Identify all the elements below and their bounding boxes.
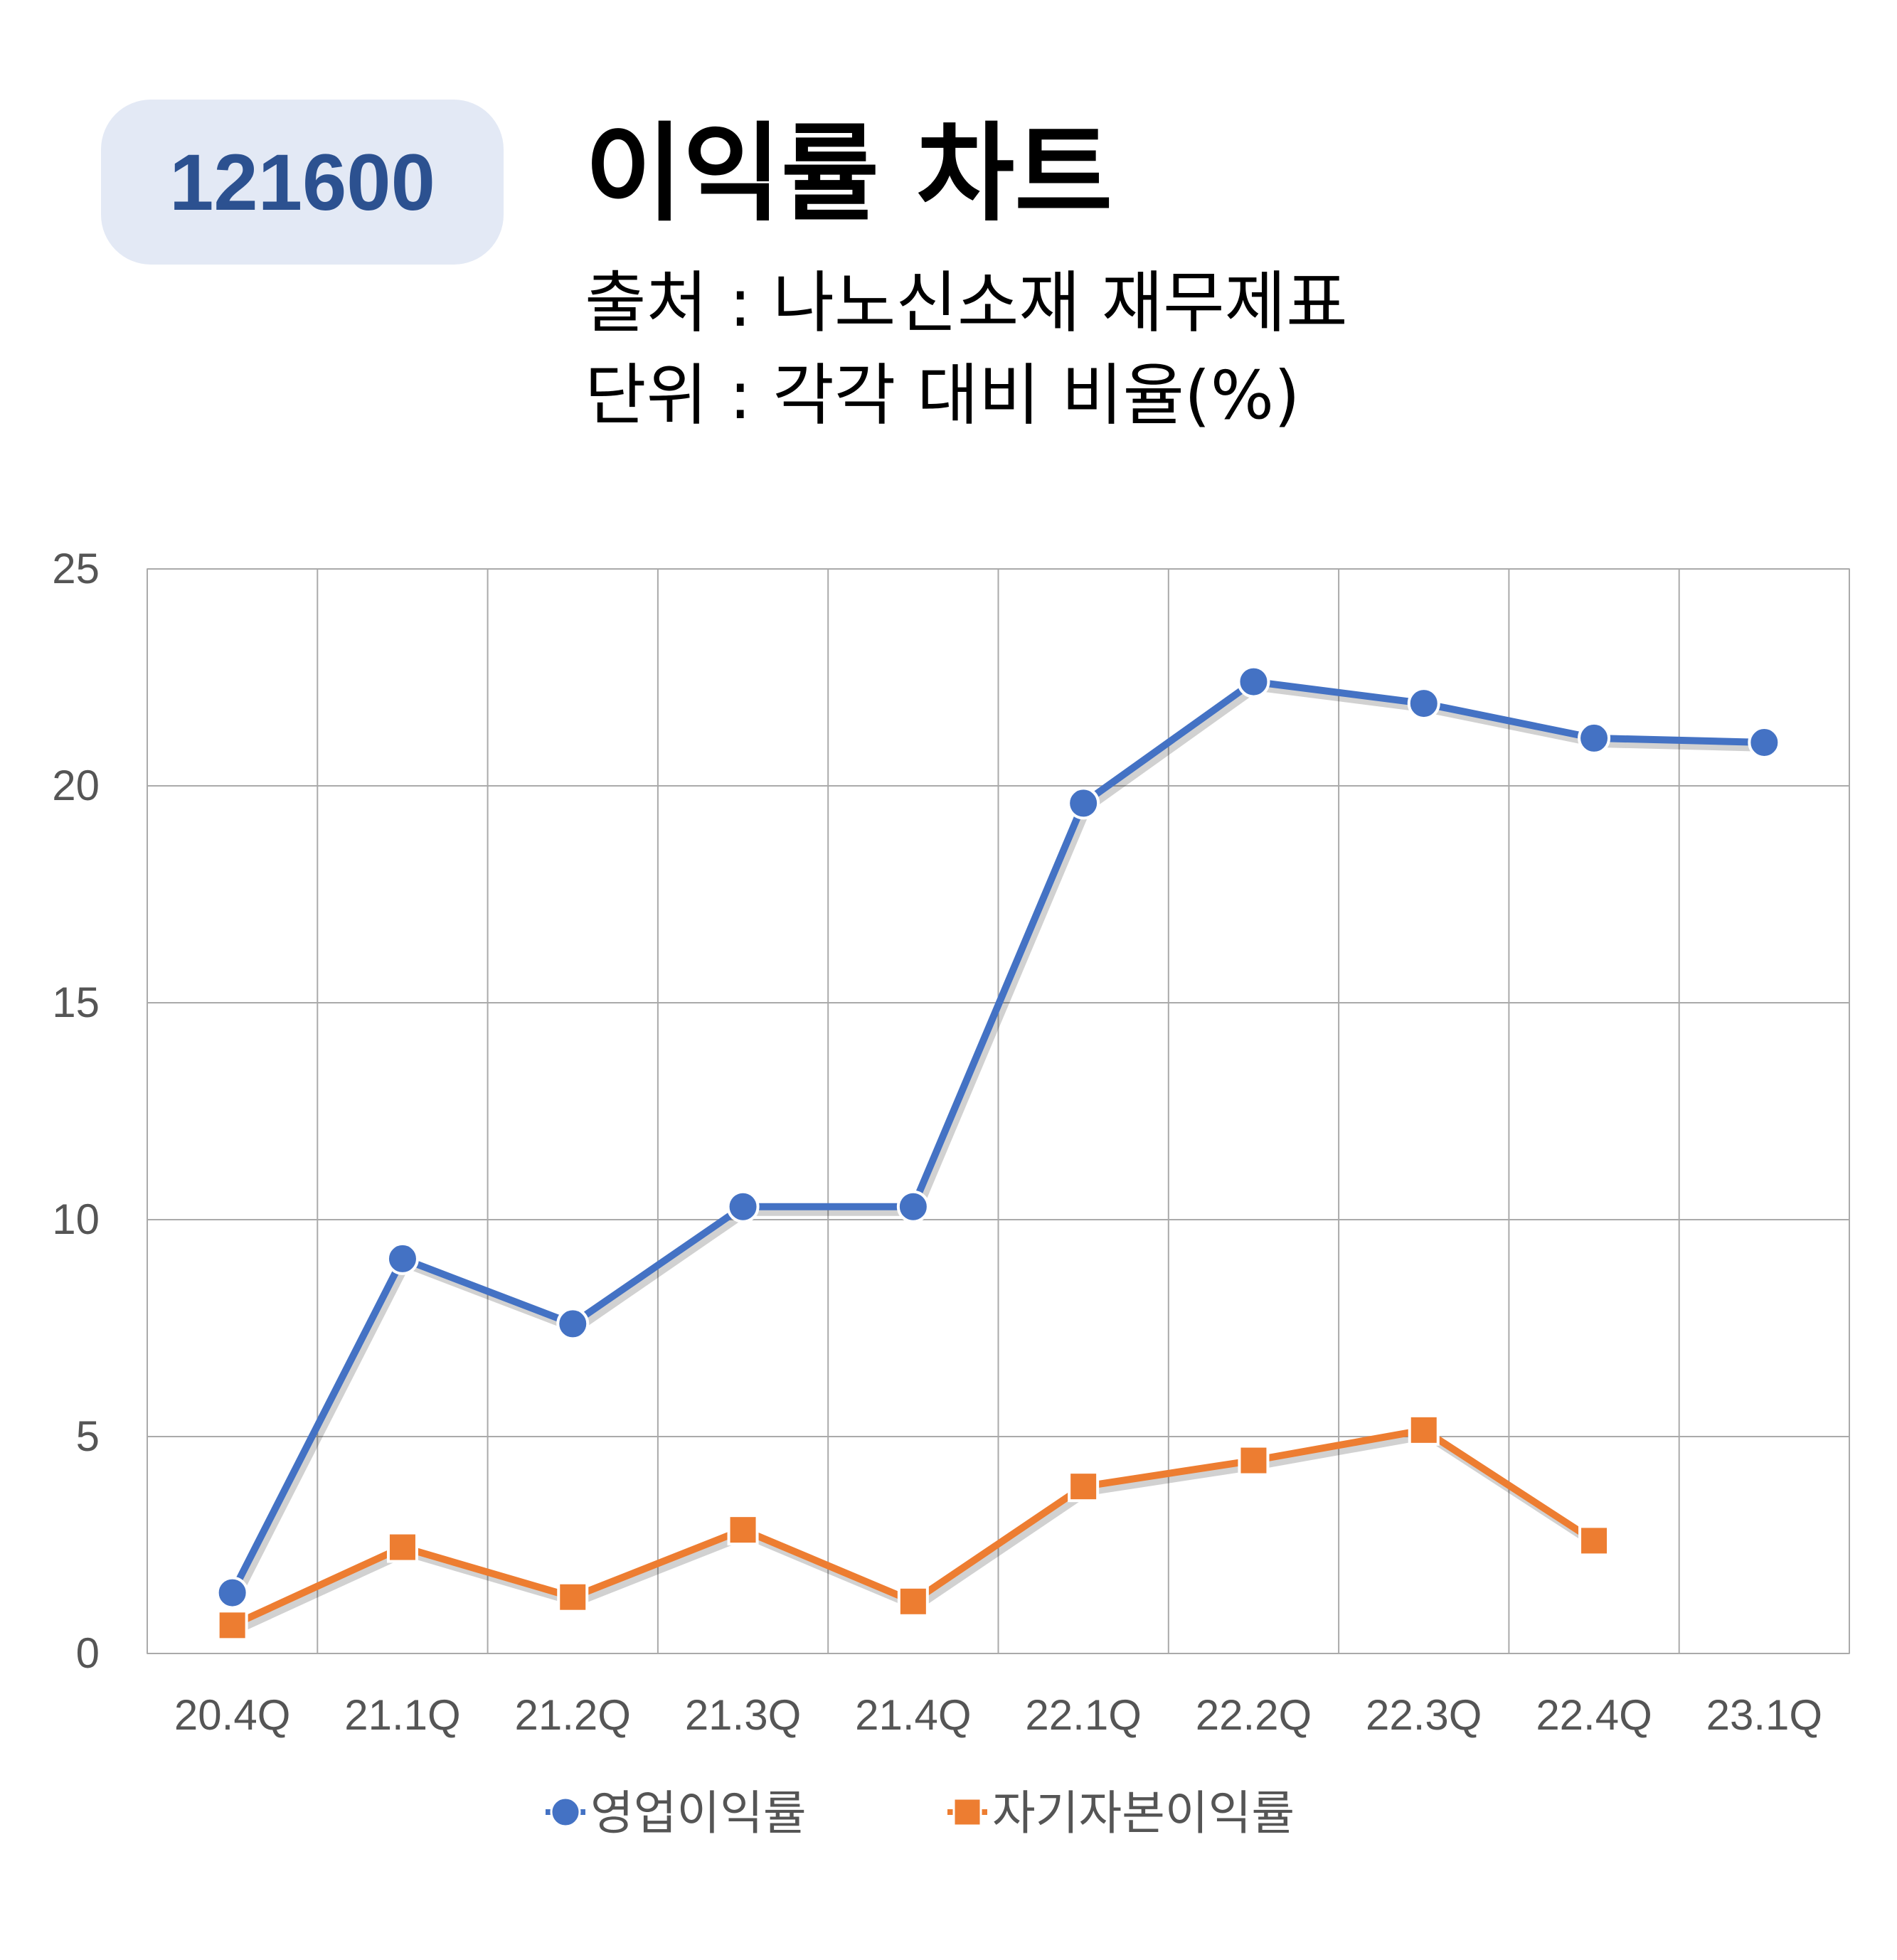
data-point (557, 1581, 589, 1613)
legend: 영업이익률 자기자본이익률 (546, 1786, 1295, 1841)
series-layer (216, 665, 1781, 1641)
y-tick-label: 0 (76, 1629, 100, 1677)
data-point (1067, 787, 1100, 820)
data-point (1238, 1444, 1270, 1476)
data-point (556, 1307, 590, 1341)
data-point (1578, 1525, 1610, 1557)
legend-square-marker (952, 1797, 982, 1827)
legend-circle-marker (550, 1796, 581, 1828)
series-1 (216, 665, 1781, 1609)
x-tick-label: 22.3Q (1366, 1691, 1482, 1739)
data-point (1068, 1471, 1100, 1503)
x-tick-label: 22.1Q (1025, 1691, 1141, 1739)
data-point (896, 1190, 930, 1223)
x-tick-label: 21.4Q (855, 1691, 971, 1739)
data-point (897, 1585, 929, 1617)
data-point (386, 1531, 418, 1563)
y-tick-label: 5 (76, 1412, 100, 1460)
x-tick-label: 20.4Q (174, 1691, 290, 1739)
legend-item-2: 자기자본이익률 (947, 1786, 1295, 1841)
x-tick-label: 21.3Q (685, 1691, 801, 1739)
x-tick-label: 21.1Q (344, 1691, 460, 1739)
series-line (228, 678, 1768, 1597)
series-line-shadow (231, 682, 1773, 1602)
y-axis-ticks: 0 5 10 15 20 25 (52, 545, 100, 1677)
data-point (1408, 1414, 1440, 1446)
data-point (1578, 721, 1611, 755)
data-point (1237, 665, 1270, 698)
x-tick-label: 21.2Q (515, 1691, 631, 1739)
chart-title: 이익률 차트 (585, 112, 1113, 236)
legend-label: 자기자본이익률 (992, 1786, 1295, 1841)
stock-code: 121600 (169, 137, 435, 227)
y-tick-label: 20 (52, 762, 100, 809)
data-point (216, 1576, 249, 1609)
grid (147, 568, 1850, 1654)
data-point (216, 1609, 248, 1641)
y-tick-label: 25 (52, 545, 100, 592)
y-tick-label: 10 (52, 1195, 100, 1243)
series-2 (216, 1414, 1610, 1641)
x-tick-label: 22.4Q (1536, 1691, 1652, 1739)
stock-code-badge: 121600 (101, 100, 504, 265)
data-point (1748, 726, 1781, 759)
y-tick-label: 15 (52, 979, 100, 1026)
data-point (727, 1514, 759, 1546)
x-tick-label: 22.2Q (1196, 1691, 1312, 1739)
x-axis-ticks: 20.4Q 21.1Q 21.2Q 21.3Q 21.4Q 22.1Q 22.2Q 22.3Q… (174, 1691, 1822, 1739)
legend-label: 영업이익률 (590, 1786, 807, 1841)
legend-item-1: 영업이익률 (546, 1786, 807, 1841)
data-point (1407, 687, 1440, 720)
data-point (726, 1190, 760, 1223)
source-note: 출처 : 나노신소재 재무제표 (585, 265, 1348, 342)
data-point (386, 1242, 419, 1275)
x-tick-label: 23.1Q (1706, 1691, 1822, 1739)
unit-note: 단위 : 각각 대비 비율(%) (585, 357, 1300, 435)
